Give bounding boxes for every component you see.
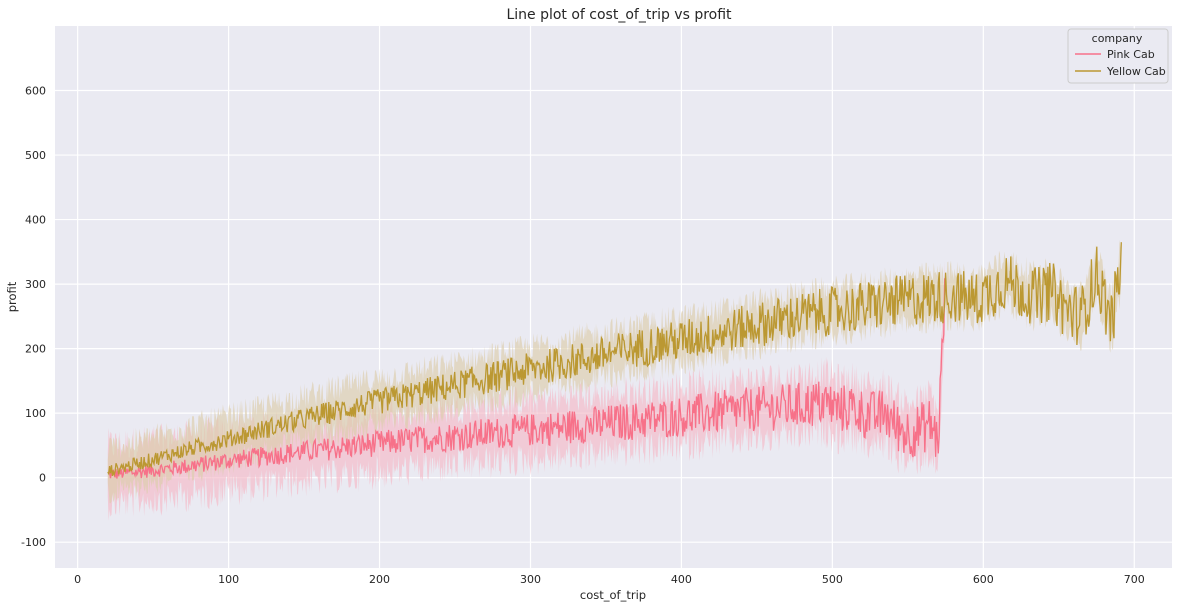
y-tick-label: 100 <box>25 407 46 420</box>
y-tick-label: 0 <box>39 472 46 485</box>
series-lines <box>107 242 1122 479</box>
y-tick-label: 600 <box>25 85 46 98</box>
legend-label-yellow-cab: Yellow Cab <box>1106 65 1166 78</box>
x-tick-label: 100 <box>218 573 239 586</box>
y-tick-label: 200 <box>25 343 46 356</box>
y-tick-label: 300 <box>25 278 46 291</box>
x-tick-label: 600 <box>973 573 994 586</box>
legend: company Pink Cab Yellow Cab <box>1067 28 1169 84</box>
series-line-pink-cab <box>107 278 946 479</box>
y-tick-label: 400 <box>25 214 46 227</box>
y-axis-title: profit <box>5 281 19 312</box>
y-tick-label: -100 <box>21 536 46 549</box>
x-tick-label: 700 <box>1124 573 1145 586</box>
legend-box <box>1067 28 1169 84</box>
x-tick-labels: 0 100 200 300 400 500 600 700 <box>74 573 1145 586</box>
x-tick-label: 300 <box>520 573 541 586</box>
legend-title: company <box>1092 32 1143 45</box>
legend-label-pink-cab: Pink Cab <box>1107 48 1155 61</box>
x-tick-label: 200 <box>369 573 390 586</box>
series-line-yellow-cab <box>107 242 1122 477</box>
y-tick-label: 500 <box>25 149 46 162</box>
x-axis-title: cost_of_trip <box>580 588 646 602</box>
x-tick-label: 0 <box>74 573 81 586</box>
y-tick-labels: -100 0 100 200 300 400 500 600 <box>21 85 46 550</box>
x-tick-label: 400 <box>671 573 692 586</box>
x-tick-label: 500 <box>822 573 843 586</box>
chart-title: Line plot of cost_of_trip vs profit <box>506 7 732 23</box>
